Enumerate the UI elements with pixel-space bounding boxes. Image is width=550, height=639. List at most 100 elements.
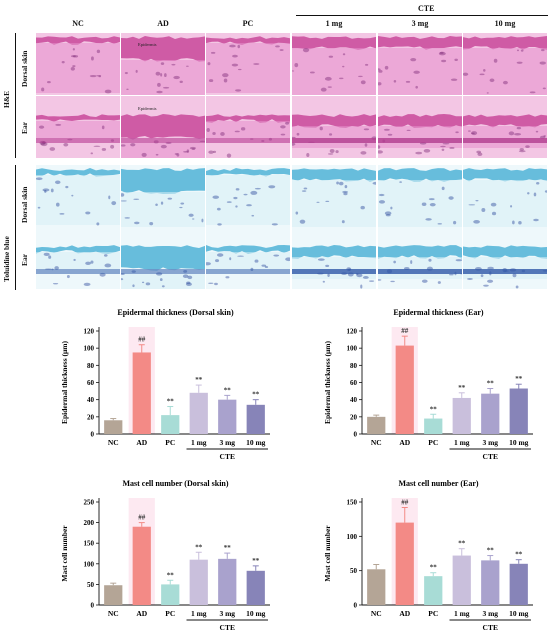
y-tick-label: 0 — [91, 431, 95, 439]
x-tick-label: 3 mg — [219, 438, 235, 447]
cte-group-line — [296, 15, 548, 16]
significance-label: ## — [401, 327, 409, 335]
chart-title: Mast cell number (Dorsal skin) — [122, 479, 228, 488]
histology-panel — [463, 33, 547, 95]
bar-nc — [367, 569, 386, 605]
significance-label: ** — [487, 547, 495, 555]
significance-label: ** — [430, 405, 438, 413]
y-tick-label: 100 — [84, 560, 95, 568]
bar-pc — [161, 415, 180, 434]
histology-panel — [36, 227, 120, 289]
bar-pc — [161, 584, 180, 605]
histology-panel — [463, 227, 547, 289]
x-tick-label: 10 mg — [246, 609, 266, 618]
bar-pc — [424, 576, 443, 605]
bar-1-mg — [189, 392, 208, 434]
x-tick-label: 10 mg — [509, 609, 529, 618]
cte-group-label: CTE — [483, 623, 498, 632]
y-tick-label: 0 — [354, 602, 358, 610]
y-tick-label: 0 — [91, 602, 95, 610]
bar-1-mg — [452, 555, 471, 605]
bar-3-mg — [481, 393, 500, 434]
x-tick-label: 1 mg — [191, 609, 207, 618]
y-tick-label: 80 — [350, 362, 358, 370]
y-tick-label: 150 — [347, 499, 358, 507]
x-tick-label: AD — [136, 609, 147, 618]
histology-panel — [36, 33, 120, 95]
histology-panel — [463, 96, 547, 158]
he-bracket — [15, 33, 16, 158]
x-tick-label: 1 mg — [191, 438, 207, 447]
y-tick-label: 50 — [87, 581, 95, 589]
x-tick-label: 3 mg — [482, 438, 498, 447]
column-label-10-mg: 10 mg — [494, 19, 516, 28]
column-label-pc: PC — [242, 19, 254, 28]
bar-nc — [104, 585, 123, 605]
cte-group-label: CTE — [418, 4, 435, 13]
significance-label: ## — [401, 498, 409, 506]
column-label-nc: NC — [72, 19, 84, 28]
x-tick-label: AD — [399, 438, 410, 447]
histology-panel — [121, 227, 205, 289]
x-tick-label: AD — [399, 609, 410, 618]
y-tick-label: 80 — [87, 362, 95, 370]
row-label-tb-ear: Ear — [20, 253, 29, 266]
y-tick-label: 200 — [84, 519, 95, 527]
x-tick-label: 1 mg — [454, 438, 470, 447]
y-tick-label: 50 — [350, 567, 358, 575]
significance-label: ** — [430, 564, 438, 572]
x-tick-label: NC — [371, 438, 382, 447]
chart-title: Mast cell number (Ear) — [398, 479, 478, 488]
histology-panel — [206, 33, 290, 95]
bar-nc — [104, 420, 123, 434]
y-axis-label: Mast cell number — [60, 525, 69, 582]
significance-label: ** — [515, 375, 523, 383]
y-axis-label: Epidermal thickness (μm) — [323, 341, 332, 425]
stain-label-tb: Toluidine blue — [2, 236, 11, 282]
y-tick-label: 60 — [87, 379, 95, 387]
bar-3-mg — [481, 560, 500, 605]
significance-label: ** — [224, 544, 232, 552]
significance-label: ** — [252, 557, 260, 565]
significance-label: ** — [167, 571, 175, 579]
bar-nc — [367, 416, 386, 434]
significance-label: ** — [252, 391, 260, 399]
y-tick-label: 20 — [350, 413, 358, 421]
chart-mastcell-ear: Mast cell number (Ear) Mast cell number 0 5… — [323, 479, 533, 632]
significance-label: ** — [458, 384, 466, 392]
column-label-3-mg: 3 mg — [411, 19, 429, 28]
histology-panel — [463, 165, 547, 227]
x-tick-label: PC — [165, 438, 175, 447]
significance-label: ** — [487, 380, 495, 388]
x-tick-label: 10 mg — [509, 438, 529, 447]
bar-ad — [132, 352, 151, 434]
significance-label: ** — [195, 376, 203, 384]
bar-1-mg — [189, 559, 208, 605]
histology-panel — [206, 96, 290, 158]
y-tick-label: 40 — [87, 396, 95, 404]
chart-title: Epidermal thickness (Ear) — [393, 308, 484, 317]
y-tick-label: 100 — [84, 345, 95, 353]
x-tick-label: 3 mg — [482, 609, 498, 618]
epidermis-label-ear: Epidermis — [138, 106, 157, 111]
column-label-1-mg: 1 mg — [325, 19, 343, 28]
y-tick-label: 60 — [350, 379, 358, 387]
significance-label: ** — [224, 386, 232, 394]
chart-mastcell-dorsal: Mast cell number (Dorsal skin) Mast cell … — [60, 479, 270, 632]
histology-panel — [292, 33, 376, 95]
y-tick-label: 20 — [87, 413, 95, 421]
chart-epidermal-ear: Epidermal thickness (Ear) Epidermal thick… — [323, 308, 533, 461]
y-tick-label: 250 — [84, 499, 95, 507]
x-tick-label: NC — [108, 609, 119, 618]
x-tick-label: 10 mg — [246, 438, 266, 447]
y-axis-label: Mast cell number — [323, 525, 332, 582]
x-tick-label: PC — [428, 609, 438, 618]
tb-bracket — [15, 165, 16, 290]
bar-10-mg — [509, 563, 528, 605]
cte-group-label: CTE — [483, 452, 498, 461]
bar-10-mg — [509, 388, 528, 434]
x-tick-label: 3 mg — [219, 609, 235, 618]
x-tick-label: PC — [428, 438, 438, 447]
bar-3-mg — [218, 399, 237, 434]
significance-label: ** — [167, 398, 175, 406]
